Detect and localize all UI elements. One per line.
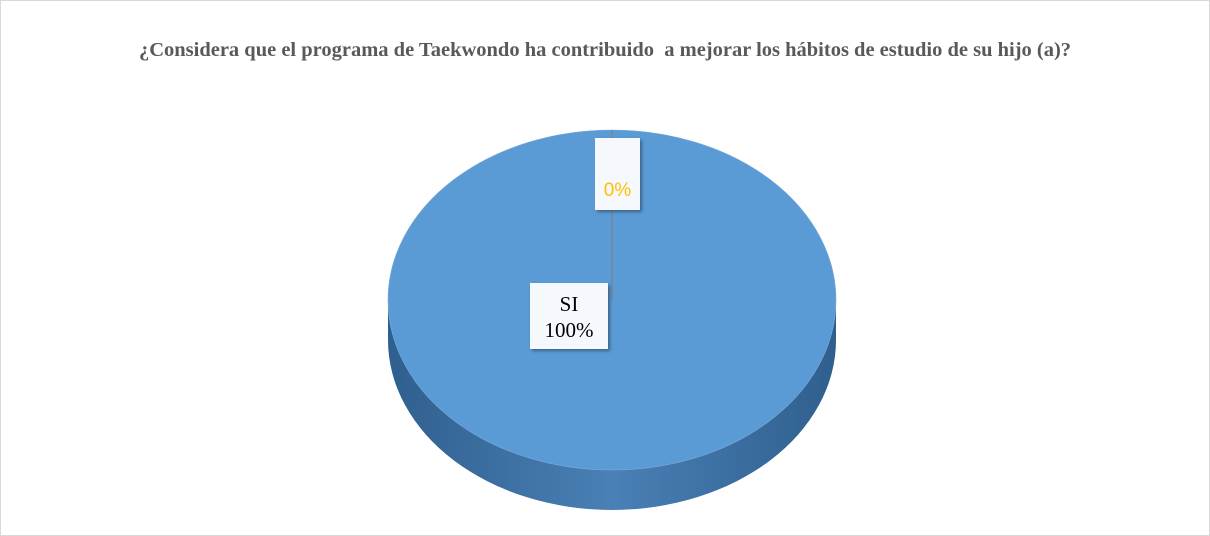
data-label: SI 100% — [530, 283, 608, 349]
slice-side — [388, 300, 836, 510]
value-label: 0% — [603, 180, 632, 201]
data-label: 0% — [595, 138, 640, 210]
chart-title: ¿Considera que el programa de Taekwondo … — [138, 39, 1072, 61]
category-label: SI — [559, 292, 579, 316]
value-label: 100% — [544, 318, 594, 342]
